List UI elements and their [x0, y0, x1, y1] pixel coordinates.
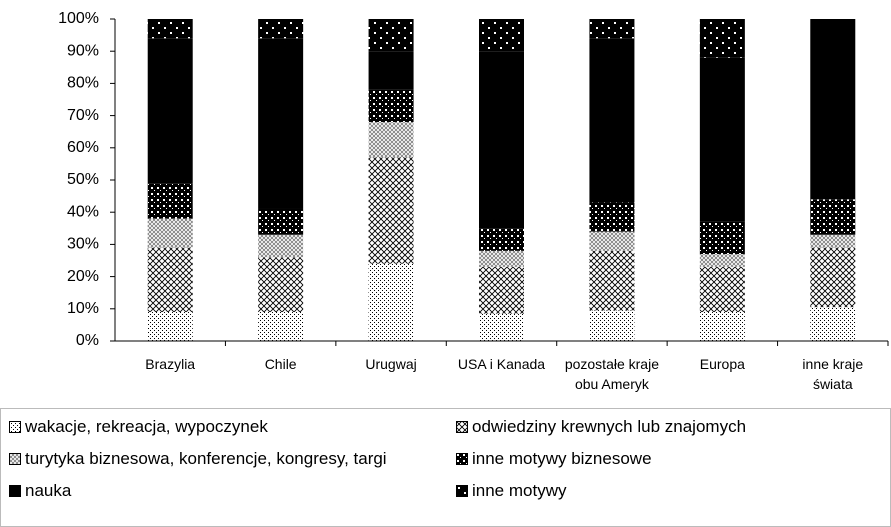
bar-segment	[589, 231, 635, 251]
bar-segment	[810, 247, 856, 308]
y-tick-label: 30%	[67, 236, 99, 253]
x-tick-label: pozostałe kraje obu Ameryk	[564, 356, 659, 392]
bar-segment	[147, 183, 193, 219]
y-tick-label: 10%	[67, 300, 99, 317]
bar-segment	[810, 234, 856, 248]
legend-item: inne motywy	[456, 481, 566, 501]
legend-swatch-fill	[456, 485, 468, 497]
bar-segment	[810, 307, 856, 341]
x-tick-label: inne kraje świata	[802, 356, 864, 392]
legend-item: odwiedziny krewnych lub znajomych	[456, 417, 746, 437]
bar-segment	[147, 247, 193, 313]
bar-segment	[589, 19, 635, 39]
bar-segment	[479, 266, 524, 314]
x-tick-label: Brazylia	[145, 356, 196, 372]
y-tick-label: 0%	[76, 332, 99, 349]
bar-segment	[258, 312, 304, 341]
bar-segment	[479, 228, 524, 251]
legend-item: inne motywy biznesowe	[456, 449, 652, 469]
bar-segment	[258, 19, 304, 39]
bar-segment	[368, 89, 414, 123]
bar-segment	[258, 208, 304, 235]
bar-segment	[479, 250, 524, 267]
bar-segment	[368, 263, 414, 341]
bar-segment	[258, 234, 304, 258]
y-tick-label: 50%	[67, 171, 99, 188]
legend-swatch	[456, 485, 468, 497]
legend-item: turytyka biznesowa, konferencje, kongres…	[9, 449, 387, 469]
bar-segment	[368, 51, 414, 90]
bar-segment	[699, 221, 745, 255]
bar-segment	[589, 202, 635, 232]
bar-segment	[589, 250, 635, 311]
y-tick-label: 100%	[58, 10, 99, 27]
bar-segment	[147, 218, 193, 248]
legend-swatch	[9, 421, 21, 433]
bar-segment	[810, 19, 856, 200]
x-tick-label: Europa	[699, 356, 745, 372]
y-tick-label: 90%	[67, 42, 99, 59]
x-tick-label: USA i Kanada	[457, 356, 546, 372]
legend-item: nauka	[9, 481, 71, 501]
bar-segment	[479, 313, 524, 341]
bar-segment	[699, 19, 745, 58]
legend-swatch	[456, 421, 468, 433]
y-tick-label: 40%	[67, 203, 99, 220]
legend-label: inne motywy biznesowe	[472, 449, 652, 468]
bar-segment	[368, 19, 414, 52]
legend-swatch	[9, 485, 21, 497]
bar-segment	[699, 312, 745, 341]
legend: wakacje, rekreacja, wypoczynek odwiedziny…	[0, 408, 891, 527]
bar-segment	[368, 157, 414, 264]
y-tick-label: 60%	[67, 139, 99, 156]
bar-segment	[589, 38, 635, 203]
legend-label: nauka	[25, 481, 72, 500]
legend-swatch	[9, 453, 21, 465]
legend-swatch-fill	[456, 421, 468, 433]
y-tick-label: 70%	[67, 107, 99, 124]
legend-swatch-fill	[9, 421, 21, 433]
bar-segment	[699, 254, 745, 267]
bar-segment	[147, 38, 193, 184]
y-tick-label: 80%	[67, 75, 99, 92]
legend-item: wakacje, rekreacja, wypoczynek	[9, 417, 268, 437]
bar-segment	[479, 19, 524, 52]
bar-segment	[589, 310, 635, 341]
bar-segment	[147, 19, 193, 39]
legend-label: wakacje, rekreacja, wypoczynek	[25, 417, 268, 436]
legend-swatch-fill	[9, 453, 21, 465]
bar-segment	[699, 57, 745, 222]
bar-segment	[258, 257, 304, 313]
legend-label: turytyka biznesowa, konferencje, kongres…	[25, 449, 387, 468]
bar-segment	[147, 312, 193, 341]
bar-segment	[810, 199, 856, 235]
bar-segment	[368, 122, 414, 158]
x-tick-label: Urugwaj	[365, 356, 417, 372]
y-tick-label: 20%	[67, 268, 99, 285]
legend-label: odwiedziny krewnych lub znajomych	[472, 417, 747, 436]
bar-segment	[258, 38, 304, 209]
bar-segment	[479, 51, 524, 229]
legend-swatch	[456, 453, 468, 465]
bar-segment	[699, 266, 745, 313]
x-tick-label: Chile	[264, 356, 297, 372]
legend-label: inne motywy	[472, 481, 567, 500]
legend-swatch-fill	[456, 453, 468, 465]
legend-swatch-fill	[9, 485, 21, 497]
